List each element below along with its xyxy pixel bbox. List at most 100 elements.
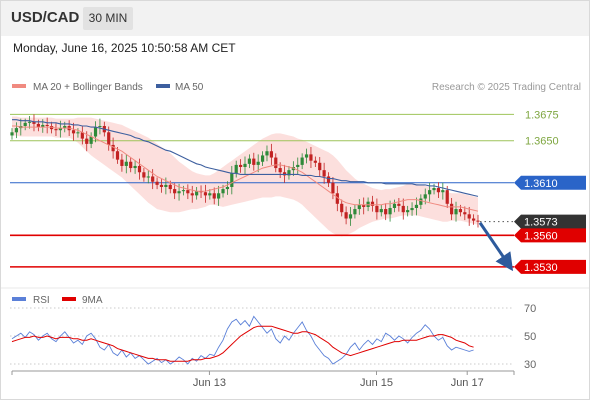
candle-body <box>27 121 32 123</box>
candle-body <box>384 209 388 215</box>
candle-body <box>467 214 471 219</box>
candle-body <box>239 164 243 167</box>
candle-body <box>441 190 445 193</box>
candle-body <box>195 191 199 196</box>
candle-body <box>203 192 208 196</box>
legend-rsi-swatch <box>12 297 26 301</box>
candle-body <box>458 209 463 213</box>
candle-body <box>32 121 36 124</box>
timestamp: Monday, June 16, 2025 10:50:58 AM CET <box>13 41 236 55</box>
candle-body <box>120 159 124 166</box>
candle-body <box>296 164 300 167</box>
rsi-line <box>11 315 474 365</box>
candle-body <box>313 160 317 163</box>
source-credit: Research © 2025 Trading Central <box>432 82 581 93</box>
candle-body <box>463 212 467 215</box>
candle-body <box>432 188 436 191</box>
rsi-tick-50: 50 <box>524 331 536 343</box>
candle-body <box>124 161 128 166</box>
candle-body <box>36 123 40 128</box>
candle-body <box>357 204 361 210</box>
candle-body <box>309 154 313 161</box>
x-label-jun-13: Jun 13 <box>193 377 226 389</box>
timeframe-badge[interactable]: 30 MIN <box>83 7 133 30</box>
candle-body <box>243 163 247 167</box>
candle-body <box>129 161 133 169</box>
candle-body <box>190 193 194 196</box>
level-1-3650-label: 1.3650 <box>525 136 559 148</box>
candle-body <box>436 188 441 193</box>
candle-body <box>76 132 80 134</box>
candle-body <box>274 157 278 169</box>
level-1-3560-label: 1.3560 <box>524 230 558 242</box>
candle-body <box>58 128 62 131</box>
candle-body <box>221 189 225 194</box>
candle-body <box>406 210 410 213</box>
candle-body <box>370 201 375 206</box>
candle-body <box>287 170 291 176</box>
candle-body <box>230 173 234 187</box>
candle-body <box>14 128 18 133</box>
candle-body <box>388 208 392 215</box>
candle-body <box>10 132 14 136</box>
candle-body <box>164 184 168 187</box>
candle-body <box>344 212 348 219</box>
candle-body <box>155 181 159 185</box>
rsi-tick-30: 30 <box>524 359 536 371</box>
candle-body <box>133 165 137 169</box>
legend-ma50-label: MA 50 <box>175 82 204 93</box>
candle-body <box>115 151 120 160</box>
candle-body <box>256 161 260 165</box>
candle-body <box>450 203 454 215</box>
candle-body <box>410 208 414 211</box>
level-1-3530-badge <box>514 259 586 274</box>
candle-body <box>151 176 155 182</box>
candle-body <box>71 130 76 134</box>
candle-body <box>260 155 265 162</box>
candle-body <box>142 172 146 178</box>
candle-body <box>186 190 190 194</box>
candle-body <box>41 124 45 128</box>
candle-body <box>472 218 476 221</box>
candle-body <box>265 151 269 156</box>
ma20-line <box>12 125 479 212</box>
candle-body <box>348 214 353 219</box>
level-1-3610-label: 1.3610 <box>524 178 558 190</box>
candle-body <box>199 191 203 193</box>
candle-body <box>80 132 84 139</box>
level-1-3610-badge <box>514 175 586 190</box>
legend-ma50-swatch <box>156 84 170 88</box>
x-label-jun-15: Jun 15 <box>360 377 393 389</box>
candle-body <box>137 165 142 173</box>
candle-body <box>322 170 326 177</box>
candle-body <box>234 164 238 174</box>
candle-body <box>454 209 458 215</box>
candle-body <box>23 122 27 126</box>
legend-9ma-swatch <box>62 297 76 301</box>
candle-body <box>419 198 423 205</box>
candle-body <box>282 172 287 176</box>
legend-ma20-label: MA 20 + Bollinger Bands <box>33 82 143 93</box>
candle-body <box>326 176 331 183</box>
candle-body <box>177 191 181 194</box>
rsi-tick-70: 70 <box>524 303 536 315</box>
x-label-jun-17: Jun 17 <box>451 377 484 389</box>
candle-body <box>428 190 432 195</box>
level-1-3573-badge <box>514 214 586 229</box>
candle-body <box>212 193 216 199</box>
candle-body <box>168 184 172 190</box>
candle-body <box>269 151 273 158</box>
forecast-arrow <box>478 221 514 272</box>
candle-body <box>45 124 49 126</box>
level-1-3573-label: 1.3573 <box>524 217 558 229</box>
legend-ma20-swatch <box>12 84 26 88</box>
level-1-3560-badge <box>514 228 586 243</box>
candle-body <box>107 132 111 145</box>
candle-body <box>362 204 366 207</box>
candle-body <box>414 204 419 208</box>
candle-body <box>217 193 221 199</box>
candle-body <box>300 157 304 165</box>
candle-body <box>85 138 89 144</box>
candle-body <box>89 136 93 144</box>
candle-body <box>278 168 282 173</box>
